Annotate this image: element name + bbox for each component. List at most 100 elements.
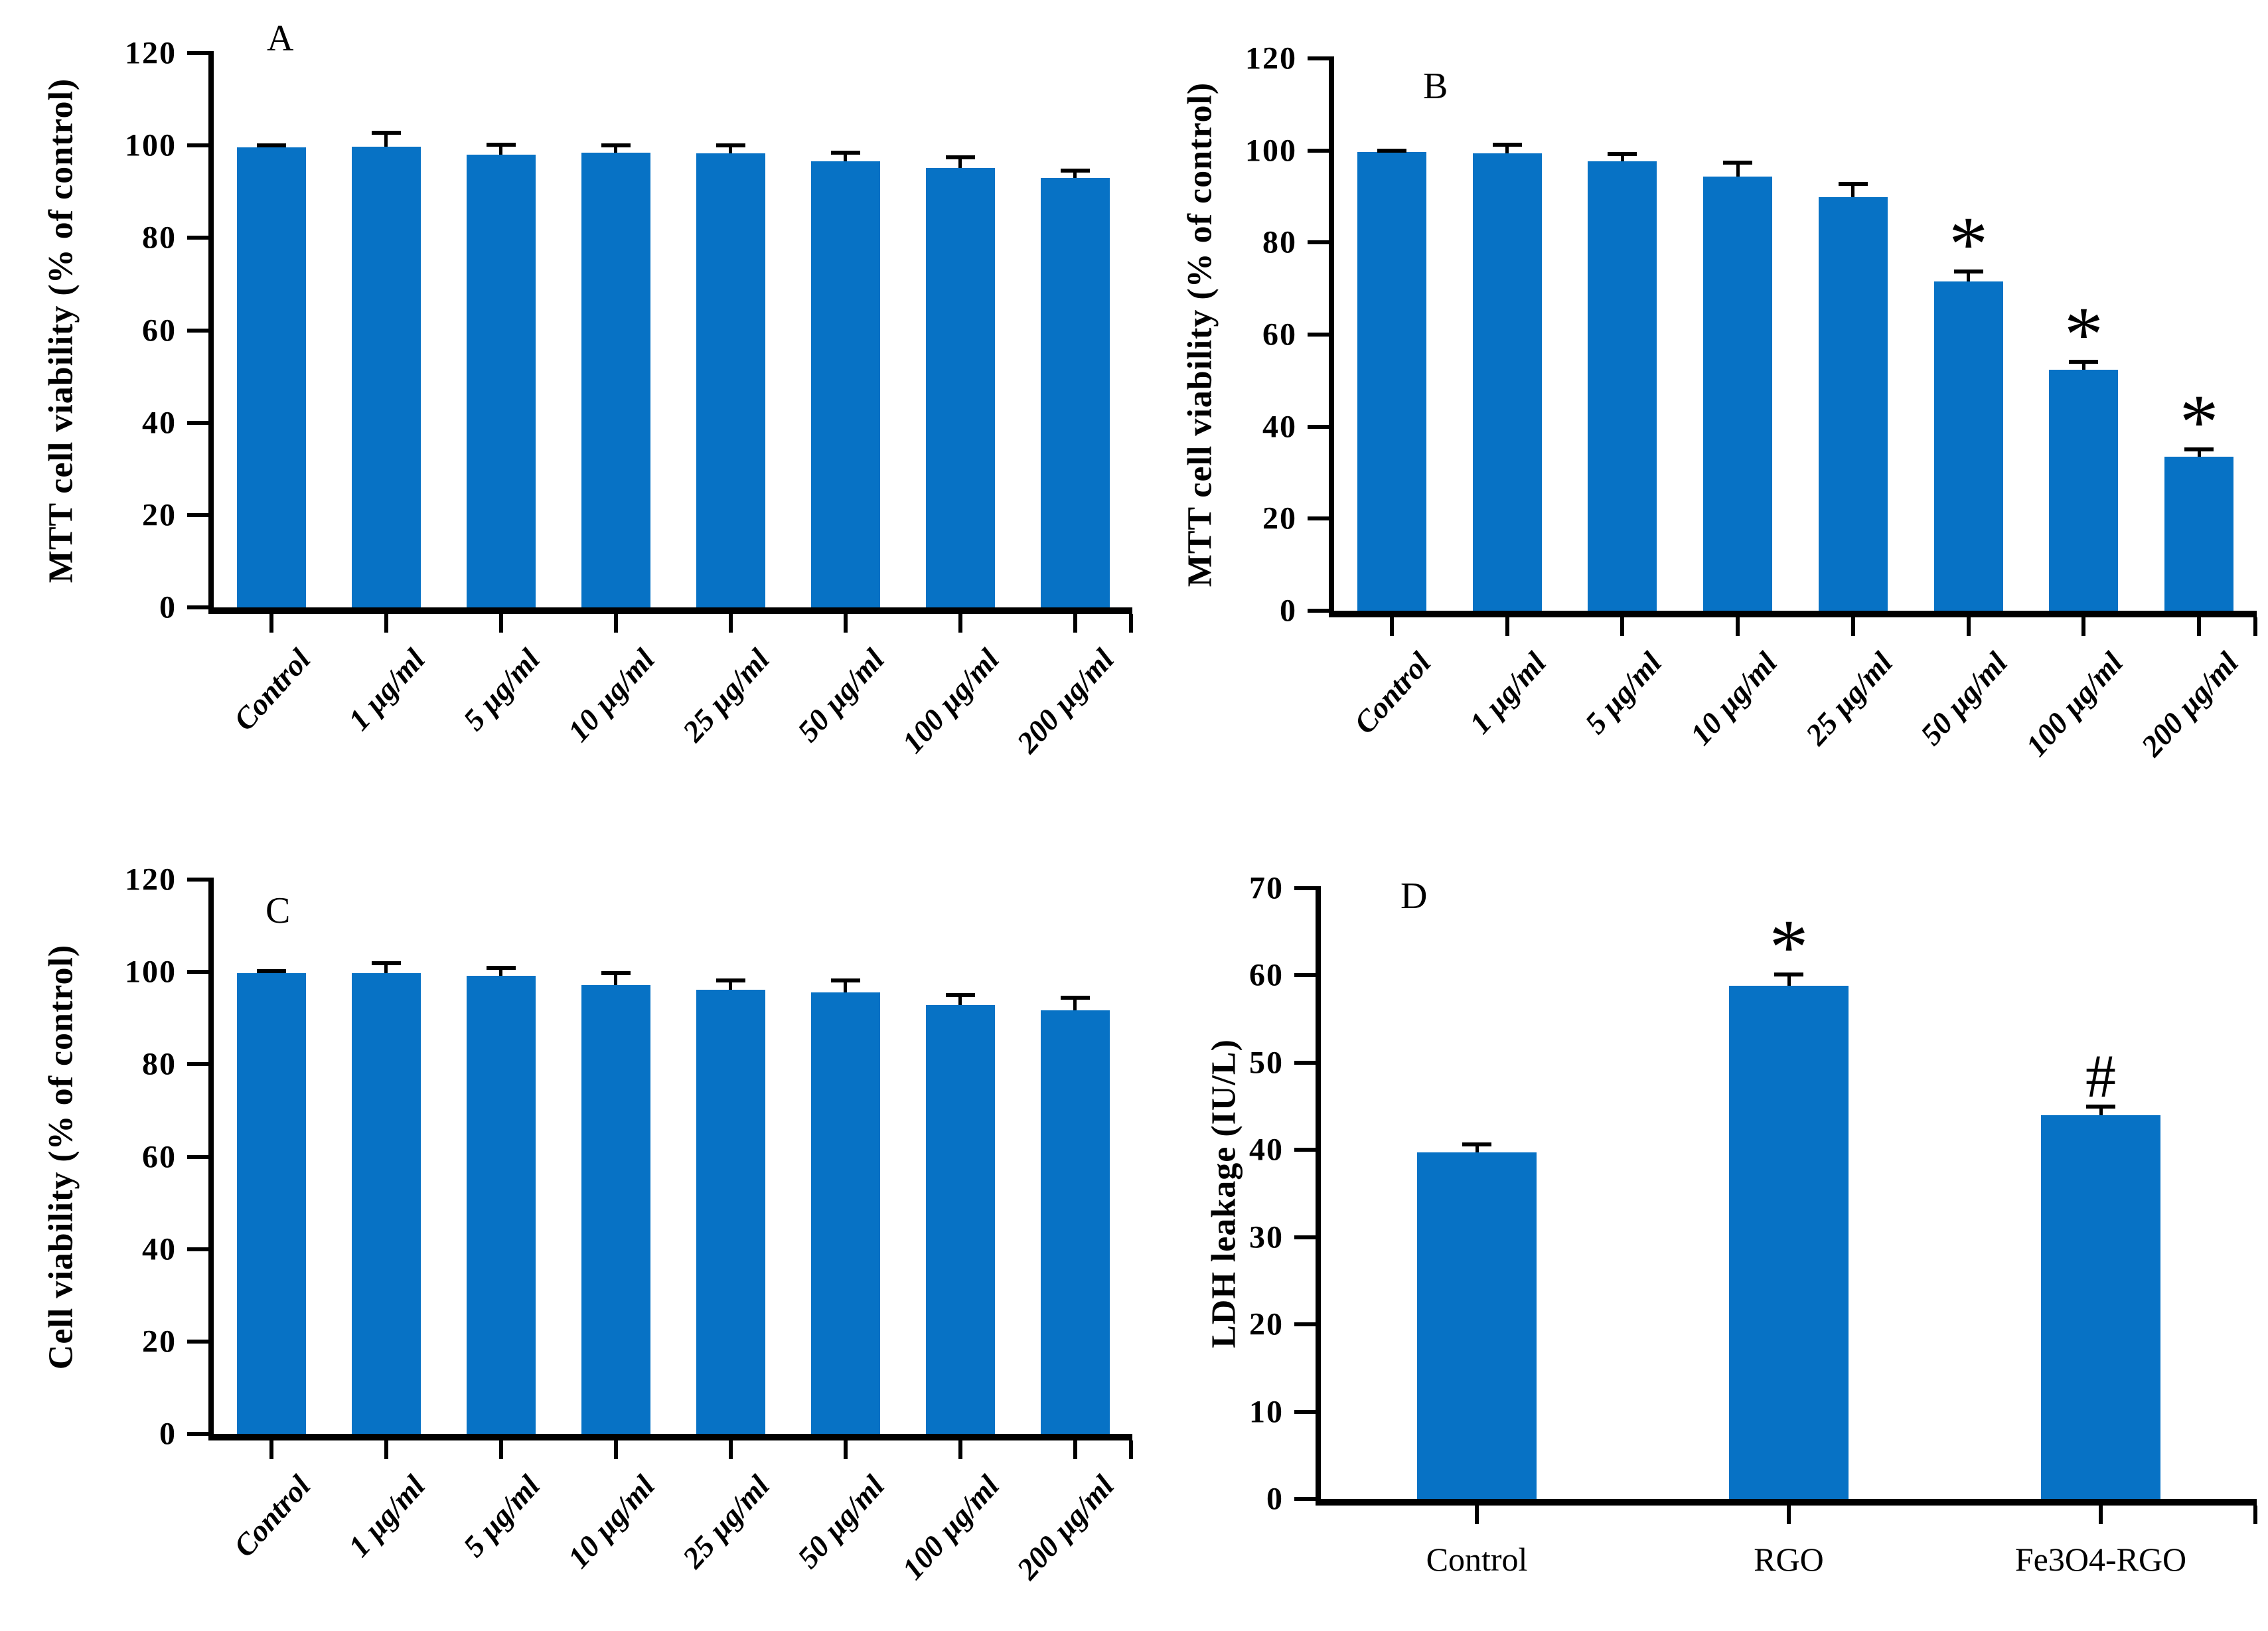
y-tick-label: 70	[1249, 870, 1284, 906]
x-category-label: 5 µg/ml	[456, 642, 547, 737]
bar	[1588, 161, 1657, 611]
y-tick-mark	[1294, 1060, 1316, 1065]
bar	[1040, 177, 1110, 607]
x-category-label: 100 µg/ml	[2019, 645, 2130, 763]
error-bar-cap	[256, 143, 286, 148]
x-category-label: RGO	[1754, 1541, 1824, 1578]
error-bar-cap	[1838, 182, 1868, 187]
significance-marker: *	[2064, 290, 2103, 378]
y-tick-label: 20	[142, 497, 177, 533]
error-bar-cap	[256, 969, 286, 974]
error-bar-cap	[1377, 148, 1406, 153]
error-bar-cap	[601, 971, 631, 976]
x-tick-mark	[498, 614, 503, 633]
panel-A: MTT cell viability (% of control) A 120 1…	[0, 0, 1134, 816]
y-tick-mark	[1308, 240, 1329, 245]
x-tick-mark	[843, 1440, 848, 1459]
error-bar-line	[958, 994, 962, 1005]
y-tick-label: 40	[142, 405, 177, 441]
y-tick-label: 30	[1249, 1219, 1284, 1255]
x-axis-line	[208, 607, 1132, 614]
y-tick-label: 0	[159, 1416, 177, 1452]
y-tick-label: 0	[1266, 1481, 1284, 1517]
y-tick-mark	[187, 236, 208, 240]
y-tick-label: 0	[1280, 593, 1297, 629]
bar	[351, 972, 421, 1434]
x-axis-line	[1329, 611, 2257, 617]
error-bar-line	[614, 973, 617, 985]
error-bar-cap	[1953, 270, 1983, 273]
panel-letter: A	[267, 18, 294, 59]
x-tick-mark	[269, 1440, 273, 1459]
bar	[581, 984, 650, 1434]
bar	[466, 975, 536, 1434]
y-tick-mark	[187, 970, 208, 974]
y-tick-label: 20	[1262, 501, 1297, 536]
x-tick-mark	[269, 614, 273, 633]
error-bar-line	[844, 980, 847, 992]
error-bar-line	[1475, 1144, 1479, 1153]
x-tick-mark	[1505, 617, 1509, 636]
x-category-label: 50 µg/ml	[791, 642, 891, 748]
y-tick-label: 10	[1249, 1394, 1284, 1430]
bar	[1357, 151, 1426, 611]
y-tick-label: 20	[1249, 1306, 1284, 1342]
x-tick-mark	[1073, 614, 1077, 633]
x-category-label: 1 µg/ml	[341, 642, 432, 737]
error-bar-cap	[371, 131, 401, 135]
bar	[581, 153, 650, 607]
y-tick-label: 80	[142, 1046, 177, 1082]
y-tick-mark	[1308, 516, 1329, 521]
bar	[351, 147, 421, 607]
y-tick-label: 120	[125, 35, 177, 71]
bar	[236, 147, 306, 607]
x-category-label: 10 µg/ml	[1683, 645, 1783, 751]
error-bar-cap	[716, 978, 745, 983]
y-axis-title: LDH leakage (IU/L)	[1205, 1039, 1243, 1348]
panel-B: MTT cell viability (% of control) B 120 1…	[1134, 0, 2268, 816]
x-tick-mark	[498, 1440, 503, 1459]
y-tick-mark	[1308, 424, 1329, 429]
x-tick-mark	[1787, 1506, 1791, 1524]
y-tick-mark	[187, 1154, 208, 1159]
error-bar-cap	[830, 151, 860, 155]
y-tick-mark	[187, 328, 208, 333]
bar	[236, 973, 306, 1434]
y-tick-label: 20	[142, 1324, 177, 1359]
error-bar-line	[1620, 154, 1624, 162]
error-bar-line	[614, 145, 617, 153]
x-axis-end-tick	[2253, 1506, 2257, 1524]
bar	[1933, 281, 2003, 611]
bar	[1729, 986, 1849, 1499]
bar	[2164, 457, 2234, 611]
significance-marker: *	[1769, 903, 1809, 991]
bar	[1040, 1010, 1110, 1434]
x-tick-mark	[1389, 617, 1394, 636]
error-bar-line	[1736, 163, 1740, 177]
error-bar-cap	[945, 155, 975, 159]
error-bar-cap	[1774, 972, 1803, 977]
y-tick-mark	[1308, 148, 1329, 153]
error-bar-cap	[2184, 447, 2214, 452]
x-category-label: 1 µg/ml	[341, 1468, 432, 1563]
x-tick-mark	[1475, 1506, 1479, 1524]
x-category-label: 10 µg/ml	[561, 1468, 662, 1575]
y-tick-mark	[1294, 1497, 1316, 1501]
error-bar-line	[729, 980, 732, 990]
x-axis-line	[208, 1434, 1132, 1440]
x-category-label: 200 µg/ml	[1010, 642, 1121, 760]
x-tick-mark	[1966, 617, 1971, 636]
y-tick-mark	[187, 1339, 208, 1344]
panel-letter: C	[265, 890, 291, 931]
error-bar-cap	[371, 961, 401, 965]
x-tick-mark	[958, 614, 962, 633]
bar	[1417, 1152, 1537, 1499]
y-tick-mark	[187, 1062, 208, 1067]
error-bar-cap	[2069, 359, 2099, 364]
x-axis-end-tick	[1129, 1440, 1133, 1459]
y-tick-mark	[187, 51, 208, 55]
bar	[696, 153, 765, 607]
x-category-label: 200 µg/ml	[2134, 645, 2245, 763]
bar	[466, 155, 536, 607]
y-tick-mark	[187, 1432, 208, 1436]
